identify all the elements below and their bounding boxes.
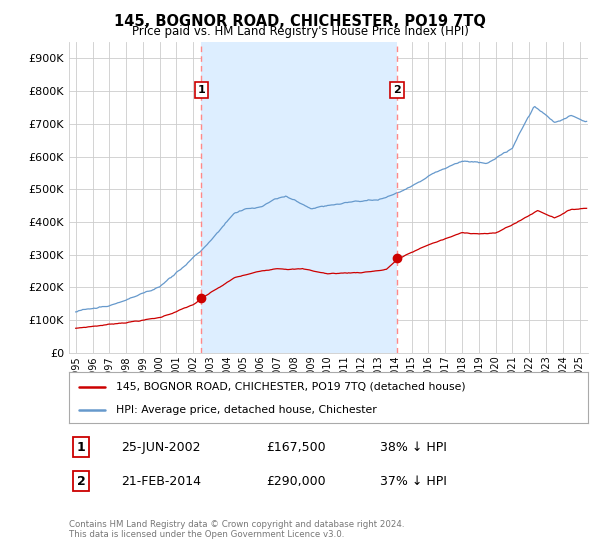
Text: £167,500: £167,500 [266,441,326,454]
Text: 1: 1 [197,85,205,95]
Text: 145, BOGNOR ROAD, CHICHESTER, PO19 7TQ (detached house): 145, BOGNOR ROAD, CHICHESTER, PO19 7TQ (… [116,381,466,391]
Text: 21-FEB-2014: 21-FEB-2014 [121,475,201,488]
Text: 2: 2 [77,475,86,488]
Text: £290,000: £290,000 [266,475,326,488]
Text: Contains HM Land Registry data © Crown copyright and database right 2024.: Contains HM Land Registry data © Crown c… [69,520,404,529]
Text: 37% ↓ HPI: 37% ↓ HPI [380,475,447,488]
Text: 25-JUN-2002: 25-JUN-2002 [121,441,200,454]
Text: 1: 1 [77,441,86,454]
Text: Price paid vs. HM Land Registry's House Price Index (HPI): Price paid vs. HM Land Registry's House … [131,25,469,38]
Text: HPI: Average price, detached house, Chichester: HPI: Average price, detached house, Chic… [116,405,376,415]
Text: This data is licensed under the Open Government Licence v3.0.: This data is licensed under the Open Gov… [69,530,344,539]
Text: 38% ↓ HPI: 38% ↓ HPI [380,441,447,454]
Text: 2: 2 [393,85,401,95]
Text: 145, BOGNOR ROAD, CHICHESTER, PO19 7TQ: 145, BOGNOR ROAD, CHICHESTER, PO19 7TQ [114,14,486,29]
Bar [202,42,397,353]
